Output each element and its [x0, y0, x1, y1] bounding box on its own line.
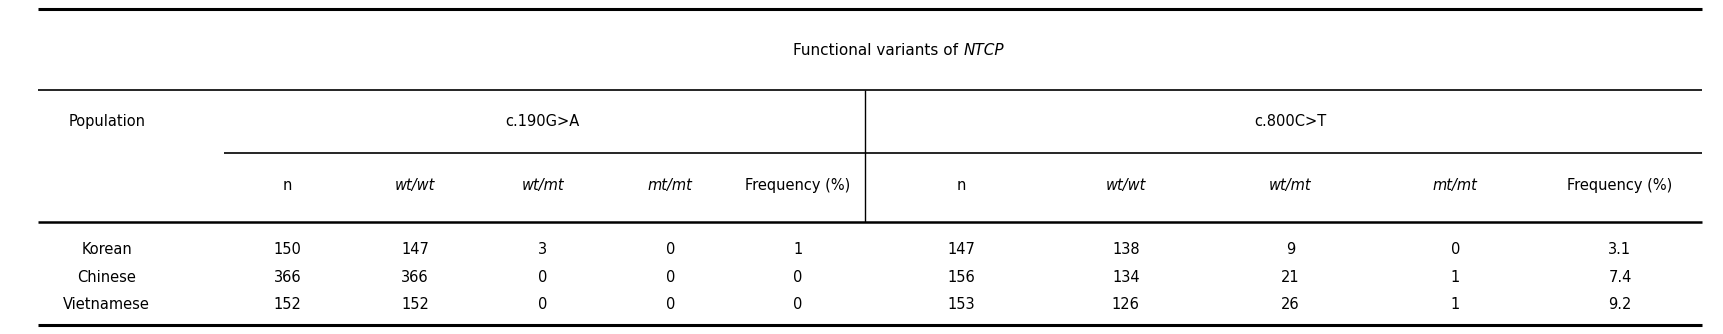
Text: 147: 147: [948, 242, 975, 257]
Text: 9.2: 9.2: [1608, 297, 1632, 312]
Text: 0: 0: [793, 270, 803, 285]
Text: 9: 9: [1285, 242, 1296, 257]
Text: 7.4: 7.4: [1608, 270, 1632, 285]
Text: n: n: [283, 178, 293, 193]
Text: wt/mt: wt/mt: [1270, 178, 1311, 193]
Text: 21: 21: [1282, 270, 1299, 285]
Text: 138: 138: [1111, 242, 1139, 257]
Text: 3: 3: [538, 242, 548, 257]
Text: Frequency (%): Frequency (%): [744, 178, 851, 193]
Text: Chinese: Chinese: [78, 270, 136, 285]
Text: c.800C>T: c.800C>T: [1254, 114, 1327, 129]
Text: 152: 152: [274, 297, 302, 312]
Text: 0: 0: [665, 297, 675, 312]
Text: n: n: [956, 178, 967, 193]
Text: Frequency (%): Frequency (%): [1568, 178, 1673, 193]
Text: 3.1: 3.1: [1608, 242, 1632, 257]
Text: Korean: Korean: [81, 242, 133, 257]
Text: wt/mt: wt/mt: [522, 178, 563, 193]
Text: wt/wt: wt/wt: [1106, 178, 1146, 193]
Text: Population: Population: [69, 114, 145, 129]
Text: Vietnamese: Vietnamese: [64, 297, 150, 312]
Text: 1: 1: [793, 242, 803, 257]
Text: 152: 152: [401, 297, 429, 312]
Text: 147: 147: [401, 242, 429, 257]
Text: 26: 26: [1282, 297, 1299, 312]
Text: 134: 134: [1111, 270, 1139, 285]
Text: 366: 366: [401, 270, 429, 285]
Text: 0: 0: [793, 297, 803, 312]
Text: 156: 156: [948, 270, 975, 285]
Text: 0: 0: [538, 270, 548, 285]
Text: 0: 0: [538, 297, 548, 312]
Text: 1: 1: [1451, 270, 1459, 285]
Text: NTCP: NTCP: [963, 43, 1005, 58]
Text: 0: 0: [665, 270, 675, 285]
Text: 153: 153: [948, 297, 975, 312]
Text: mt/mt: mt/mt: [648, 178, 693, 193]
Text: wt/wt: wt/wt: [395, 178, 436, 193]
Text: 150: 150: [274, 242, 302, 257]
Text: c.190G>A: c.190G>A: [505, 114, 581, 129]
Text: mt/mt: mt/mt: [1434, 178, 1478, 193]
Text: 0: 0: [665, 242, 675, 257]
Text: 0: 0: [1451, 242, 1459, 257]
Text: 126: 126: [1111, 297, 1139, 312]
Text: Functional variants of: Functional variants of: [793, 43, 963, 58]
Text: 366: 366: [274, 270, 302, 285]
Text: 1: 1: [1451, 297, 1459, 312]
